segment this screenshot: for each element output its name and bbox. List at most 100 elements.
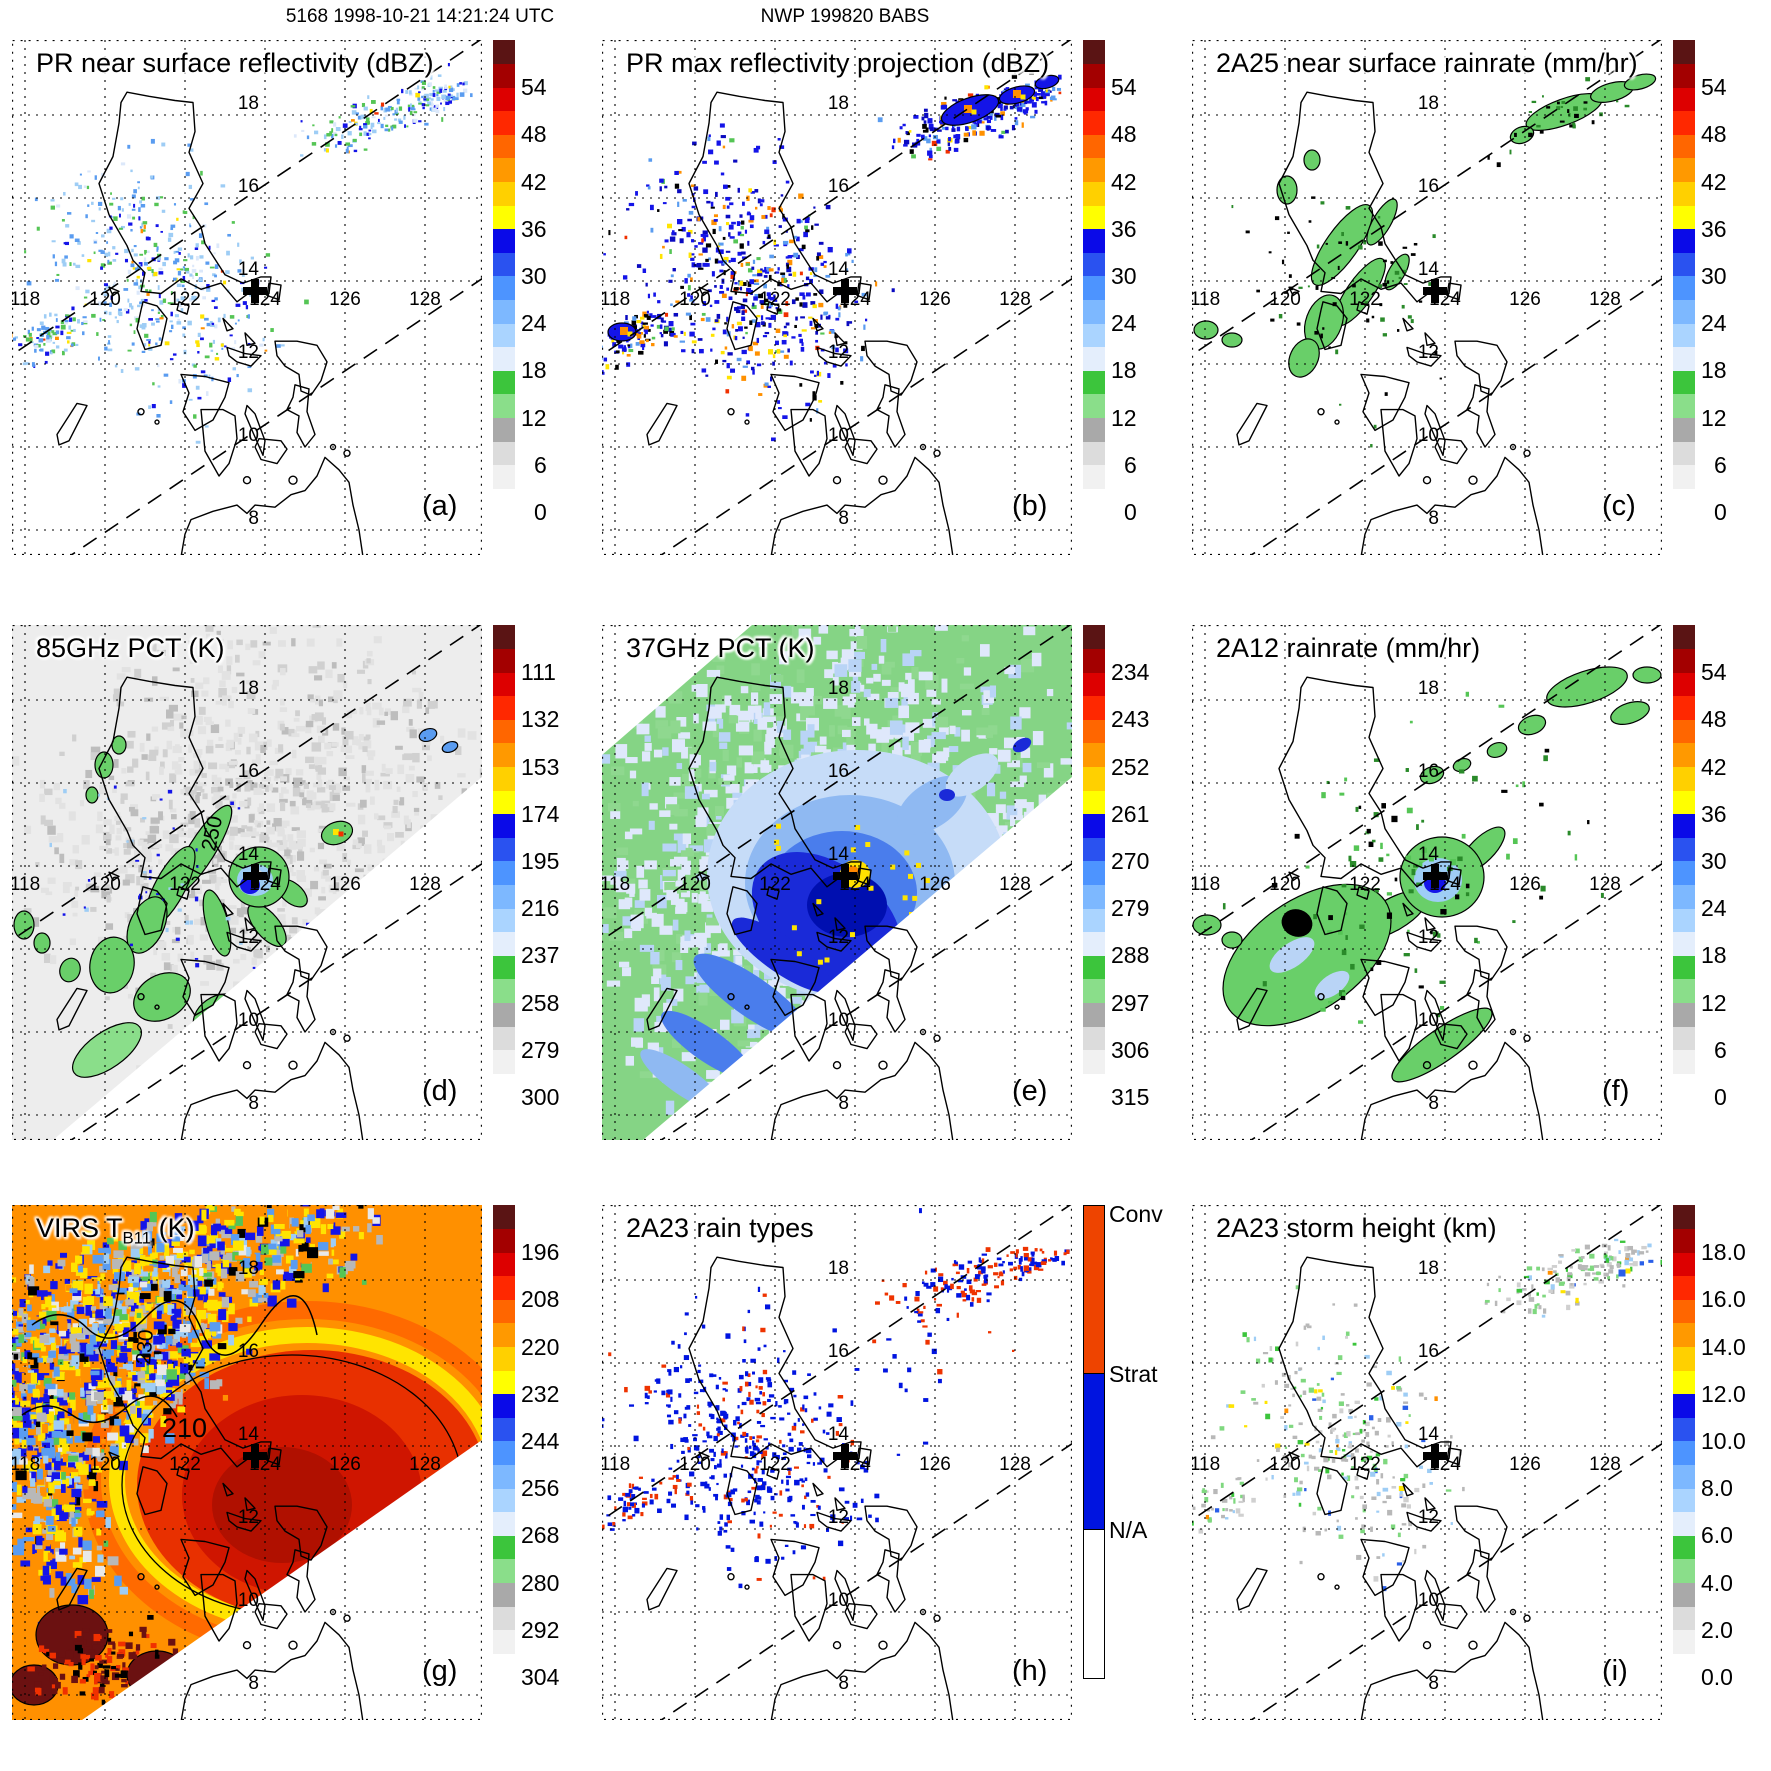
grid-lines <box>12 40 482 555</box>
colorbar-segment <box>1083 323 1105 348</box>
svg-text:12: 12 <box>238 342 259 363</box>
colorbar-segment <box>1083 979 1105 1004</box>
colorbar-tick: 42 <box>1111 168 1137 195</box>
panel-g-title: VIRS TB11 (K) <box>36 1213 195 1248</box>
panel-c: 118 120 122 124 126 128 18 16 14 12 10 8 54 48 42 36 30… <box>1192 40 1770 560</box>
raintype-label: Strat <box>1109 1361 1158 1387</box>
raintype-label: Conv <box>1109 1201 1163 1227</box>
coastline <box>1236 91 1544 555</box>
svg-text:10: 10 <box>828 1010 849 1031</box>
svg-text:118: 118 <box>602 874 630 895</box>
colorbar-tick: 220 <box>521 1333 560 1360</box>
colorbar-segment <box>493 1323 515 1348</box>
colorbar-segment <box>1673 1511 1695 1536</box>
colorbar-tick: 243 <box>1111 706 1150 733</box>
colorbar-tick: 12 <box>1701 989 1727 1016</box>
contour-label: 210 <box>162 1413 207 1443</box>
colorbar-tick: 244 <box>521 1428 560 1454</box>
colorbar-segment <box>1673 346 1695 371</box>
colorbar-segment <box>1673 908 1695 933</box>
colorbar-segment <box>1083 276 1105 301</box>
panel-i: 118 120 122 124 126 128 18 16 14 12 10 8 18.0 16.0 14… <box>1192 1205 1770 1725</box>
panel-h-title: 2A23 rain types <box>626 1213 814 1243</box>
colorbar-tick: 12.0 <box>1701 1380 1746 1407</box>
panel-d-title: 85GHz PCT (K) <box>36 633 225 663</box>
colorbar-segment <box>493 695 515 720</box>
svg-text:18: 18 <box>828 678 849 699</box>
colorbar-segment <box>1673 1629 1695 1654</box>
colorbar-segment <box>1673 181 1695 206</box>
coastline <box>56 1256 364 1720</box>
colorbar-tick: 280 <box>521 1569 560 1596</box>
colorbar-g: 196 208 220 232 244 256 268 280 292 304 <box>493 1205 559 1690</box>
svg-text:128: 128 <box>999 289 1031 310</box>
colorbar-tick: 279 <box>1111 895 1150 922</box>
colorbar-e: 234 243 252 261 270 279 288 297 306 315 <box>1083 625 1149 1110</box>
colorbar-segment <box>1673 441 1695 466</box>
panel-h-letter: (h) <box>1012 1655 1048 1687</box>
colorbar-segment <box>1673 1228 1695 1253</box>
colorbar-segment <box>1083 370 1105 395</box>
svg-text:12: 12 <box>828 342 849 363</box>
colorbar-segment <box>493 1653 515 1678</box>
colorbar-segment <box>1673 955 1695 980</box>
colorbar-tick: 18.0 <box>1701 1239 1746 1266</box>
colorbar-tick: 252 <box>1111 753 1150 780</box>
colorbar-i: 18.0 16.0 14.0 12.0 10.0 8.0 6.0 4.0 2.0 0.0 <box>1673 1205 1746 1690</box>
swath-edge-lines <box>602 625 1072 1140</box>
colorbar-segment <box>1083 252 1105 277</box>
colorbar-segment <box>493 813 515 838</box>
colorbar-tick: 196 <box>521 1239 560 1266</box>
colorbar-tick: 237 <box>521 942 560 969</box>
colorbar-segment <box>1673 1606 1695 1631</box>
panel-g-title-sub: B11 <box>122 1228 152 1248</box>
colorbar-segment <box>1083 813 1105 838</box>
svg-text:18: 18 <box>828 93 849 114</box>
colorbar-tick: 111 <box>521 659 556 686</box>
colorbar-segment <box>1083 228 1105 253</box>
colorbar-segment <box>493 158 515 183</box>
colorbar-segment <box>493 979 515 1004</box>
colorbar-segment <box>493 323 515 348</box>
colorbar-segment <box>493 1535 515 1560</box>
colorbar-tick: 279 <box>521 1036 560 1063</box>
colorbar-segment <box>1673 134 1695 159</box>
colorbar-tick: 54 <box>1701 74 1727 101</box>
svg-text:122: 122 <box>1349 289 1381 310</box>
colorbar-segment <box>1083 719 1105 744</box>
colorbar-tick: 6 <box>1124 451 1137 478</box>
colorbar-segment <box>1673 158 1695 183</box>
colorbar-f: 54 48 42 36 30 24 18 12 6 0 <box>1673 625 1727 1110</box>
colorbar-a: 54 48 42 36 30 24 18 12 6 0 <box>493 40 547 525</box>
colorbar-tick: 232 <box>521 1380 560 1407</box>
panel-i-title: 2A23 storm height (km) <box>1216 1213 1497 1243</box>
colorbar-tick: 306 <box>1111 1036 1150 1063</box>
colorbar-tick: 18 <box>521 357 547 384</box>
map-e: 118 120 122 124 126 128 18 16 14 12 10 8 <box>602 625 1072 1140</box>
panel-g-letter: (g) <box>422 1655 458 1687</box>
colorbar-tick: 0.0 <box>1701 1664 1733 1690</box>
colorbar-tick: 48 <box>1111 121 1137 148</box>
colorbar-segment <box>1673 1653 1695 1678</box>
colorbar-segment <box>1673 299 1695 324</box>
svg-text:16: 16 <box>238 176 259 197</box>
colorbar-segment <box>1673 1488 1695 1513</box>
svg-text:18: 18 <box>1418 93 1439 114</box>
panel-b-title: PR max reflectivity projection (dBZ) <box>626 48 1050 78</box>
grid-lines <box>602 625 1072 1140</box>
colorbar-segment <box>1673 370 1695 395</box>
colorbar-tick: 234 <box>1111 659 1150 686</box>
colorbar-tick: 195 <box>521 848 560 874</box>
colorbar-segment <box>1083 158 1105 183</box>
colorbar-tick: 24 <box>1701 310 1727 337</box>
colorbar-tick: 12 <box>1111 404 1137 431</box>
colorbar-segment <box>493 1002 515 1027</box>
svg-text:8: 8 <box>248 1093 259 1114</box>
colorbar-tick: 48 <box>1701 121 1727 148</box>
colorbar-segment <box>1673 695 1695 720</box>
